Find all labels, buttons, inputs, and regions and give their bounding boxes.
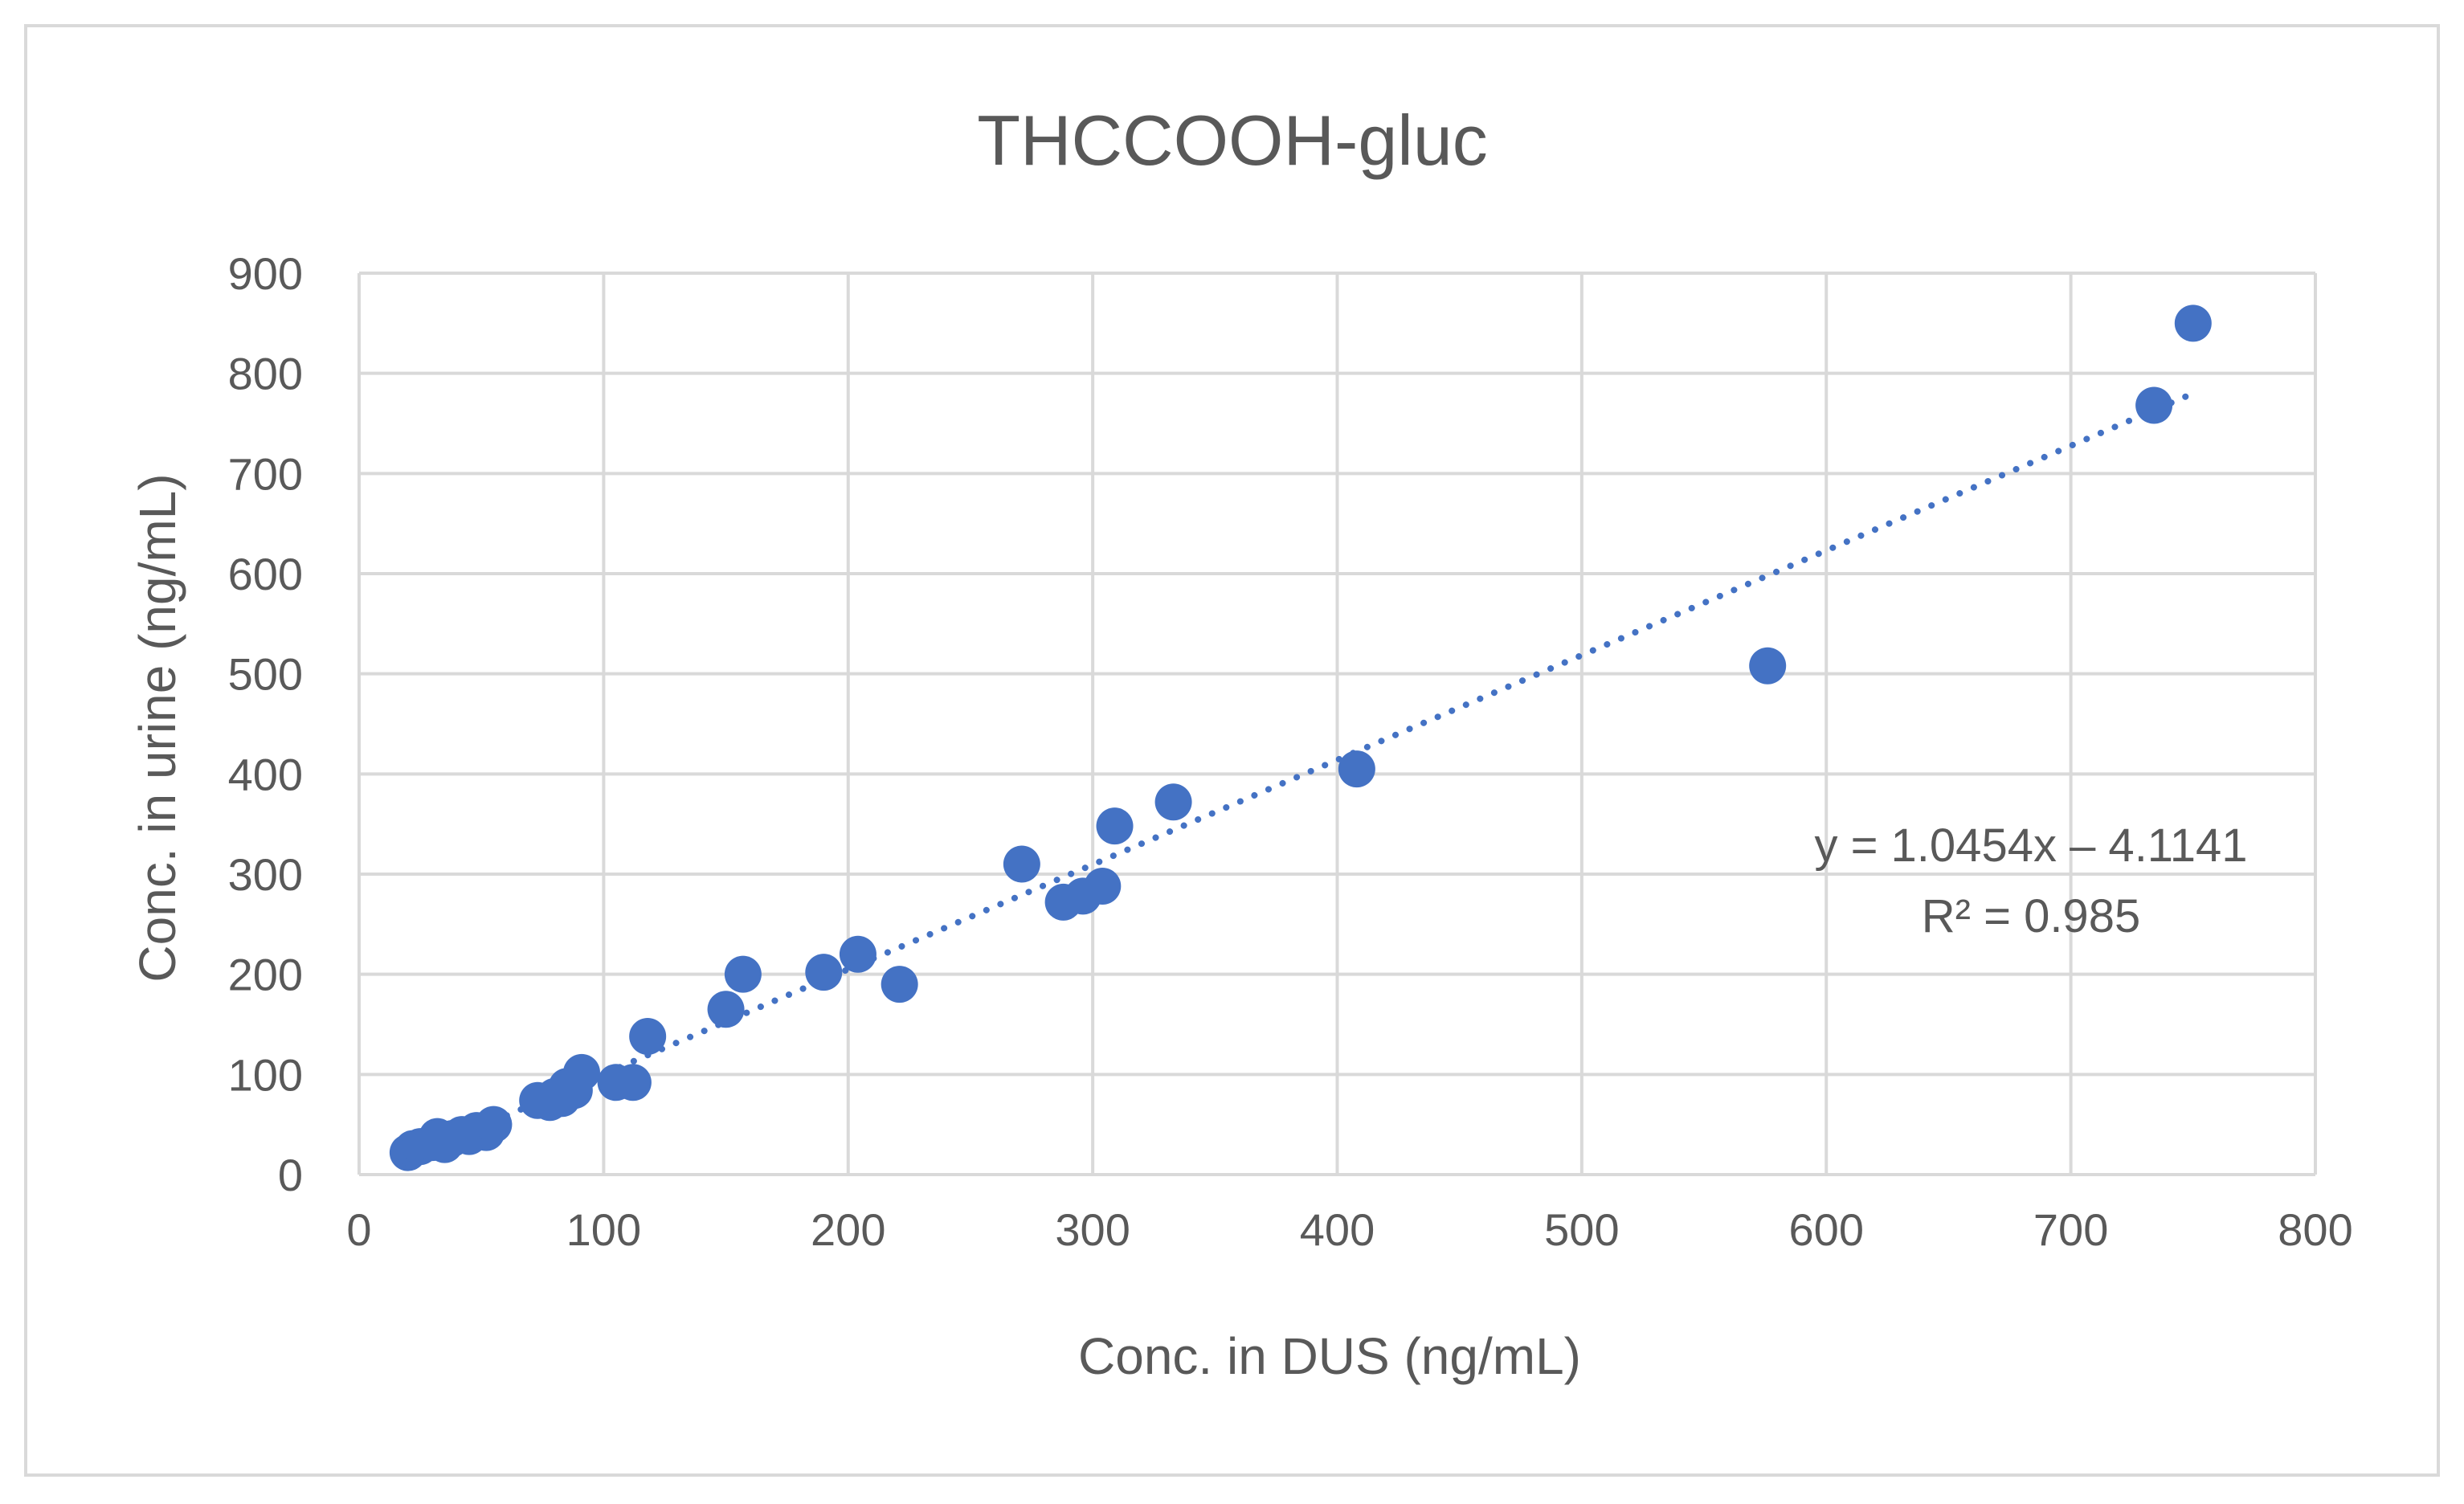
- x-tick-label: 700: [2033, 1204, 2108, 1255]
- gridlines: [358, 272, 2317, 1176]
- data-point: [2174, 304, 2212, 342]
- trendline-r-squared: R² = 0.985: [1922, 890, 2140, 942]
- chart-frame: [24, 24, 2440, 1477]
- trendline-equation: y = 1.0454x – 4.1141: [1814, 819, 2247, 872]
- y-tick-label: 100: [228, 1049, 303, 1100]
- trendline-path: [404, 390, 2196, 1162]
- data-point: [614, 1064, 652, 1101]
- data-points: [389, 304, 2212, 1171]
- y-tick-label: 400: [228, 749, 303, 799]
- data-point: [1084, 867, 1122, 905]
- data-point: [1003, 845, 1040, 883]
- data-point: [2135, 386, 2173, 424]
- data-point: [724, 955, 762, 993]
- data-point: [1749, 647, 1787, 685]
- data-point: [839, 935, 876, 973]
- x-tick-label: 800: [2278, 1204, 2352, 1255]
- data-point: [881, 966, 918, 1003]
- chart-title: THCCOOH-gluc: [977, 100, 1488, 180]
- trendline: [404, 390, 2196, 1162]
- x-tick-label: 0: [346, 1204, 371, 1255]
- y-tick-label: 0: [278, 1150, 303, 1200]
- y-tick-label: 800: [228, 349, 303, 399]
- x-tick-label: 500: [1544, 1204, 1619, 1255]
- y-tick-label: 700: [228, 448, 303, 499]
- data-point: [475, 1106, 513, 1143]
- data-point: [1338, 750, 1375, 788]
- data-point: [562, 1053, 600, 1091]
- y-tick-label: 200: [228, 950, 303, 1000]
- x-tick-label: 400: [1300, 1204, 1375, 1255]
- x-tick-label: 100: [566, 1204, 641, 1255]
- x-axis-label: Conc. in DUS (ng/mL): [1078, 1327, 1581, 1385]
- data-point: [1096, 807, 1134, 845]
- x-tick-label: 600: [1789, 1204, 1864, 1255]
- y-tick-label: 500: [228, 649, 303, 700]
- tick-labels: 0 100 200 300 400 500 600 700 800 0 100 200 300 400 50…: [228, 248, 2353, 1255]
- data-point: [707, 991, 745, 1028]
- data-point: [629, 1017, 667, 1055]
- data-point: [1154, 783, 1192, 821]
- y-axis-label: Conc. in urine (ng/mL): [129, 473, 186, 982]
- y-tick-label: 600: [228, 549, 303, 599]
- data-point: [805, 954, 843, 991]
- y-tick-label: 900: [228, 248, 303, 299]
- y-tick-label: 300: [228, 849, 303, 900]
- x-tick-label: 300: [1055, 1204, 1130, 1255]
- x-tick-label: 200: [811, 1204, 885, 1255]
